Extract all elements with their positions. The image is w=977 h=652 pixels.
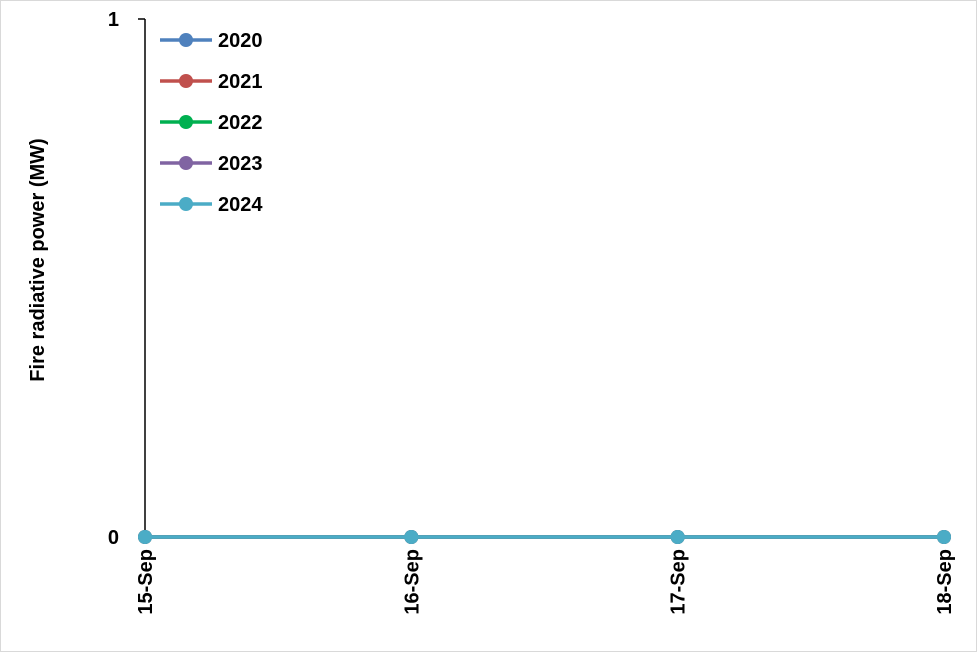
data-point: [404, 530, 419, 544]
x-tick-label: 15-Sep: [135, 549, 157, 615]
y-tick-label: 0: [108, 527, 119, 549]
x-tick-label: 16-Sep: [401, 549, 423, 615]
legend-item: 2024: [160, 194, 263, 216]
legend-label: 2020: [218, 30, 263, 52]
x-tick-label: 17-Sep: [668, 549, 690, 615]
series-layer: [138, 530, 951, 544]
legend-item: 2022: [160, 112, 263, 134]
legend-marker: [179, 74, 193, 88]
series-2024: [138, 530, 951, 544]
legend-item: 2021: [160, 71, 263, 93]
legend-label: 2024: [218, 194, 263, 216]
legend: 2020 2021 2022 2023 2024: [160, 30, 263, 216]
x-tick-label: 18-Sep: [934, 549, 956, 615]
legend-marker: [179, 197, 193, 211]
legend-label: 2021: [218, 71, 263, 93]
y-tick-label: 1: [108, 9, 119, 31]
axes: 0 1 15-Sep 16-Sep 17-Sep 18-Sep: [108, 9, 956, 615]
legend-label: 2023: [218, 153, 263, 175]
legend-marker: [179, 156, 193, 170]
legend-marker: [179, 33, 193, 47]
y-axis-title: Fire radiative power (MW): [27, 138, 49, 381]
legend-marker: [179, 115, 193, 129]
legend-item: 2020: [160, 30, 263, 52]
legend-item: 2023: [160, 153, 263, 175]
legend-label: 2022: [218, 112, 263, 134]
data-point: [670, 530, 685, 544]
data-point: [138, 530, 152, 544]
data-point: [937, 530, 951, 544]
